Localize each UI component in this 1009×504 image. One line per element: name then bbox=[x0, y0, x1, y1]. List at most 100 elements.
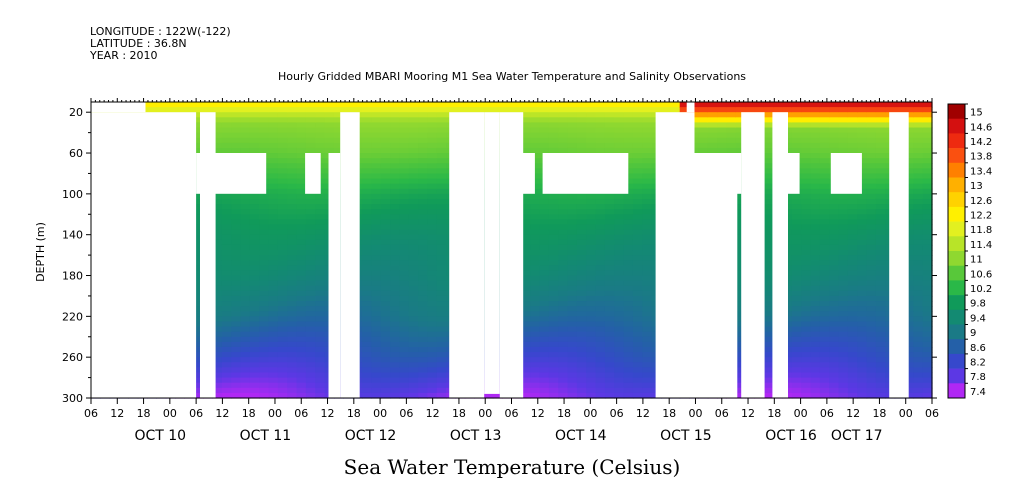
temperature-cell bbox=[249, 132, 260, 139]
temperature-cell bbox=[520, 341, 531, 348]
temperature-cell bbox=[221, 377, 232, 384]
temperature-cell bbox=[380, 137, 391, 144]
temperature-cell bbox=[277, 392, 288, 399]
temperature-cell bbox=[791, 112, 802, 118]
temperature-cell bbox=[268, 198, 279, 205]
temperature-cell bbox=[436, 107, 447, 113]
temperature-cell bbox=[287, 270, 298, 277]
temperature-cell bbox=[380, 234, 391, 241]
temperature-cell bbox=[371, 290, 382, 297]
temperature-cell bbox=[782, 102, 793, 108]
temperature-cell bbox=[240, 311, 251, 317]
temperature-cell bbox=[399, 336, 410, 343]
temperature-cell bbox=[520, 275, 531, 282]
temperature-cell bbox=[147, 107, 158, 113]
temperature-cell bbox=[735, 127, 746, 134]
temperature-cell bbox=[539, 250, 550, 256]
temperature-cell bbox=[259, 122, 270, 129]
temperature-cell bbox=[819, 362, 830, 368]
temperature-cell bbox=[604, 107, 615, 113]
temperature-cell bbox=[801, 255, 812, 261]
temperature-cell bbox=[819, 280, 830, 287]
temperature-cell bbox=[642, 188, 653, 195]
temperature-cell bbox=[539, 107, 550, 113]
temperature-cell bbox=[530, 295, 541, 302]
temperature-cell bbox=[399, 209, 410, 215]
temperature-cell bbox=[791, 275, 802, 282]
temperature-cell bbox=[642, 163, 653, 169]
temperature-cell bbox=[361, 188, 372, 195]
temperature-cell bbox=[539, 280, 550, 287]
temperature-cell bbox=[875, 142, 886, 149]
temperature-cell bbox=[632, 204, 643, 210]
temperature-cell bbox=[632, 127, 643, 134]
temperature-cell bbox=[399, 377, 410, 384]
temperature-cell bbox=[604, 117, 615, 124]
temperature-cell bbox=[819, 285, 830, 292]
temperature-cell bbox=[819, 265, 830, 272]
temperature-cell bbox=[791, 301, 802, 307]
temperature-cell bbox=[418, 346, 428, 353]
temperature-cell bbox=[829, 127, 840, 134]
temperature-cell bbox=[427, 326, 438, 333]
temperature-cell bbox=[866, 341, 877, 348]
temperature-cell bbox=[698, 147, 709, 154]
temperature-cell bbox=[829, 377, 840, 384]
temperature-cell bbox=[576, 137, 587, 144]
temperature-cell bbox=[231, 295, 242, 302]
temperature-cell bbox=[427, 362, 438, 368]
temperature-cell bbox=[418, 158, 428, 164]
temperature-cell bbox=[875, 265, 886, 272]
temperature-cell bbox=[418, 382, 428, 389]
temperature-cell bbox=[623, 122, 634, 129]
temperature-cell bbox=[623, 270, 634, 277]
temperature-cell bbox=[642, 132, 653, 139]
temperature-cell bbox=[539, 127, 550, 134]
temperature-cell bbox=[614, 285, 625, 292]
temperature-cell bbox=[548, 265, 559, 272]
temperature-cell bbox=[801, 204, 812, 210]
temperature-cell bbox=[801, 362, 812, 368]
temperature-cell bbox=[371, 275, 382, 282]
temperature-cell bbox=[343, 107, 354, 113]
temperature-cell bbox=[193, 255, 204, 261]
temperature-cell bbox=[614, 352, 625, 358]
temperature-cell bbox=[576, 346, 587, 353]
temperature-cell bbox=[604, 321, 615, 328]
temperature-cell bbox=[595, 392, 606, 399]
temperature-cell bbox=[343, 102, 354, 108]
temperature-cell bbox=[567, 367, 578, 374]
temperature-cell bbox=[399, 117, 410, 124]
temperature-cell bbox=[642, 147, 653, 154]
temperature-cell bbox=[259, 198, 270, 205]
temperature-cell bbox=[857, 122, 868, 129]
temperature-cell bbox=[595, 265, 606, 272]
temperature-cell bbox=[305, 280, 316, 287]
temperature-cell bbox=[390, 234, 400, 241]
temperature-cell bbox=[576, 357, 587, 363]
temperature-cell bbox=[408, 224, 419, 231]
temperature-cell bbox=[221, 311, 232, 317]
temperature-cell bbox=[296, 239, 307, 246]
temperature-cell bbox=[791, 336, 802, 343]
temperature-cell bbox=[707, 112, 718, 118]
temperature-cell bbox=[231, 137, 242, 144]
temperature-cell bbox=[418, 316, 428, 323]
temperature-cell bbox=[847, 377, 858, 384]
temperature-cell bbox=[520, 112, 531, 118]
temperature-cell bbox=[436, 331, 447, 338]
temperature-cell bbox=[418, 280, 428, 287]
temperature-cell bbox=[623, 331, 634, 338]
temperature-cell bbox=[259, 244, 270, 251]
temperature-cell bbox=[399, 331, 410, 338]
temperature-cell bbox=[371, 387, 382, 394]
temperature-cell bbox=[268, 183, 279, 190]
temperature-cell bbox=[296, 326, 307, 333]
temperature-cell bbox=[277, 285, 288, 292]
temperature-cell bbox=[819, 102, 830, 108]
temperature-cell bbox=[520, 362, 531, 368]
temperature-cell bbox=[231, 250, 242, 256]
temperature-cell bbox=[595, 275, 606, 282]
temperature-cell bbox=[838, 295, 849, 302]
temperature-cell bbox=[268, 112, 279, 118]
